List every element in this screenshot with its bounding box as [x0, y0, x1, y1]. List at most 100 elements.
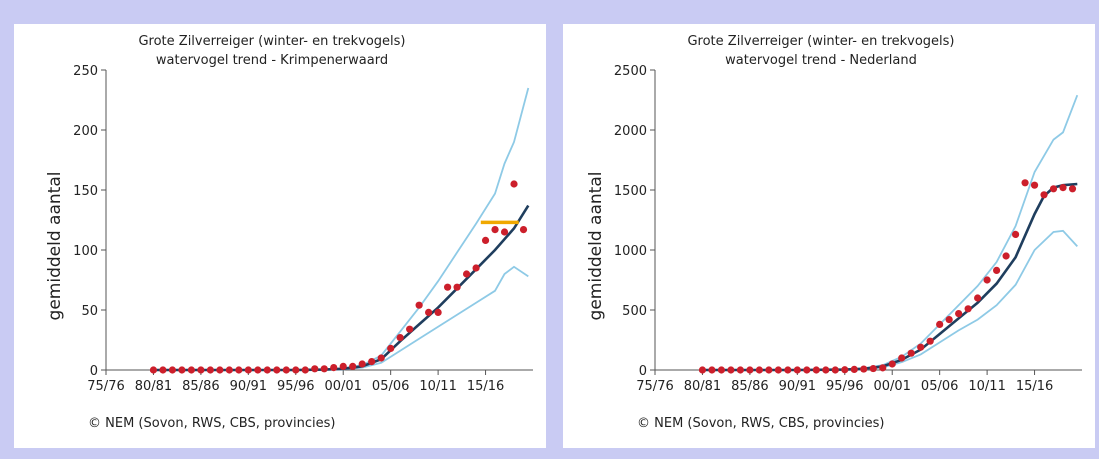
data-point — [263, 366, 271, 374]
data-point — [500, 228, 509, 236]
y-tick-label: 0 — [90, 364, 98, 379]
data-point — [1002, 252, 1010, 260]
data-point — [708, 366, 716, 374]
x-tick-label: 90/91 — [779, 379, 816, 394]
x-tick-label: 85/86 — [182, 379, 219, 394]
chart-panel-nederland: Grote Zilverreiger (winter- en trekvogel… — [563, 24, 1095, 448]
data-point — [244, 366, 252, 374]
data-point — [301, 366, 309, 374]
data-point — [491, 226, 499, 234]
x-tick-label: 75/76 — [87, 379, 124, 394]
y-tick-label: 100 — [73, 244, 98, 259]
data-point — [765, 366, 773, 374]
data-point — [774, 366, 782, 374]
data-point — [472, 264, 480, 272]
data-point — [311, 365, 319, 373]
data-point — [235, 366, 243, 374]
data-point — [330, 364, 338, 372]
data-point — [197, 366, 205, 374]
y-axis-label: gemiddeld aantal — [586, 172, 606, 321]
data-point — [983, 276, 991, 284]
data-point — [974, 294, 982, 302]
chart-title: Grote Zilverreiger (winter- en trekvogel… — [687, 34, 954, 49]
data-point — [254, 366, 262, 374]
y-tick-label: 1000 — [614, 244, 647, 259]
data-point — [907, 349, 915, 357]
data-point — [387, 344, 395, 352]
data-point — [822, 366, 830, 374]
chart-subtitle: watervogel trend - Nederland — [725, 53, 917, 68]
data-point — [444, 283, 452, 291]
data-point — [955, 310, 963, 318]
data-point — [850, 365, 858, 373]
data-point — [698, 366, 707, 374]
data-point — [225, 366, 233, 374]
data-point — [1040, 191, 1048, 199]
data-point — [746, 366, 754, 374]
y-tick-label: 50 — [81, 304, 98, 319]
data-point — [964, 305, 972, 313]
chart-svg-krimpenerwaard: Grote Zilverreiger (winter- en trekvogel… — [45, 34, 533, 431]
x-tick-label: 10/11 — [968, 379, 1005, 394]
data-point — [453, 283, 461, 291]
data-point — [926, 337, 934, 345]
data-point — [406, 325, 414, 333]
lower-bound-line — [153, 265, 529, 371]
data-point — [368, 358, 376, 366]
data-point — [755, 366, 763, 374]
y-tick-label: 0 — [639, 364, 647, 379]
data-point — [510, 180, 518, 188]
x-tick-label: 05/06 — [372, 379, 409, 394]
x-tick-label: 75/76 — [636, 379, 673, 394]
x-tick-label: 15/16 — [1016, 379, 1053, 394]
y-tick-label: 500 — [622, 304, 647, 319]
data-point — [803, 366, 811, 374]
data-point — [434, 308, 442, 316]
data-point — [917, 343, 925, 351]
data-point — [727, 366, 735, 374]
x-tick-label: 90/91 — [230, 379, 267, 394]
data-point — [425, 308, 433, 316]
chart-svg-nederland: Grote Zilverreiger (winter- en trekvogel… — [586, 34, 1082, 431]
data-point — [860, 365, 868, 373]
data-point — [736, 366, 744, 374]
y-tick-label: 2500 — [614, 64, 647, 79]
data-point — [462, 270, 471, 278]
data-point — [898, 354, 906, 362]
data-point — [358, 360, 366, 368]
x-tick-label: 15/16 — [467, 379, 504, 394]
plot-area: 0 50 100 150 200 250 75/76 80/81 85/86 90/91 95/96… — [73, 64, 533, 394]
data-point — [292, 366, 300, 374]
x-tick-label: 95/96 — [277, 379, 314, 394]
data-point — [1030, 181, 1039, 189]
data-point — [206, 366, 214, 374]
credit-text: © NEM (Sovon, RWS, CBS, provincies) — [637, 416, 884, 431]
y-tick-label: 150 — [73, 184, 98, 199]
upper-bound-line — [153, 87, 530, 371]
x-tick-label: 05/06 — [921, 379, 958, 394]
y-axis-label: gemiddeld aantal — [45, 172, 65, 321]
data-point — [784, 366, 792, 374]
data-point — [339, 362, 347, 370]
data-point — [936, 320, 944, 328]
data-point — [1021, 179, 1029, 187]
data-point — [945, 316, 953, 324]
data-point — [282, 366, 290, 374]
data-point — [1011, 230, 1020, 238]
data-point — [273, 366, 281, 374]
x-tick-label: 10/11 — [419, 379, 456, 394]
data-point — [519, 226, 528, 234]
data-point — [831, 366, 839, 374]
data-point — [159, 366, 167, 374]
data-point — [377, 354, 385, 362]
data-point — [187, 366, 195, 374]
data-point — [841, 366, 849, 374]
data-point — [168, 366, 177, 374]
y-tick-label: 200 — [73, 124, 98, 139]
y-tick-label: 2000 — [614, 124, 647, 139]
y-tick-label: 250 — [73, 64, 98, 79]
x-tick-label: 95/96 — [826, 379, 863, 394]
data-point — [396, 334, 404, 342]
x-tick-label: 80/81 — [135, 379, 172, 394]
y-tick-label: 1500 — [614, 184, 647, 199]
